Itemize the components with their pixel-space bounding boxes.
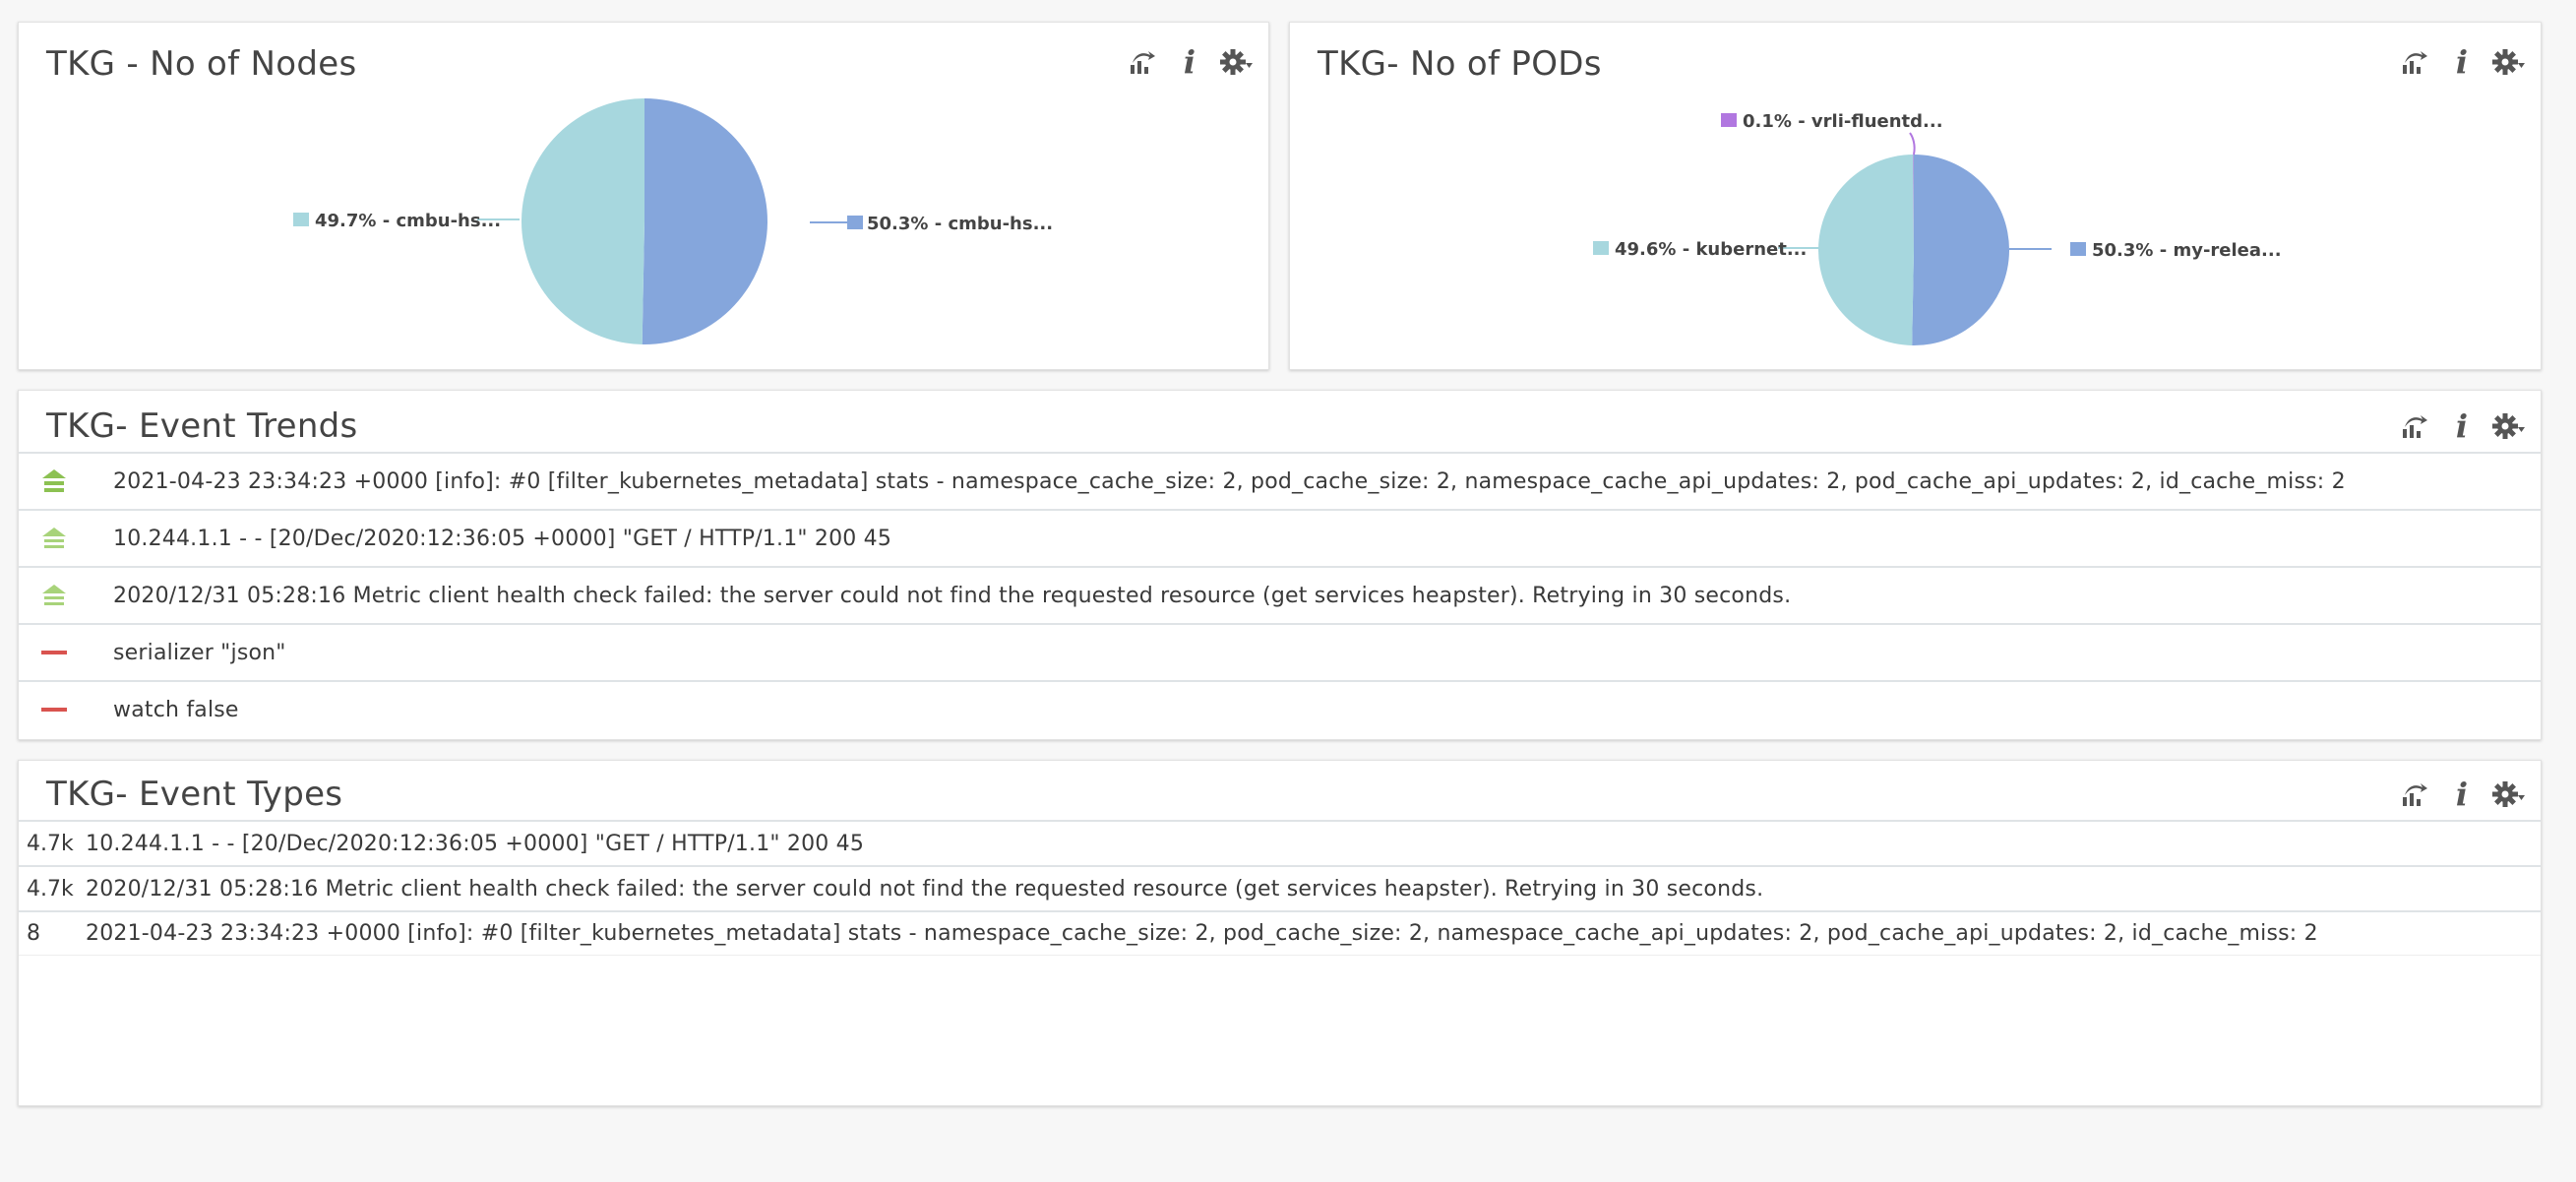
pie-slices xyxy=(1818,155,2010,346)
list-item[interactable]: watch false xyxy=(19,680,2541,737)
export-chart-icon[interactable] xyxy=(1125,44,1160,80)
pie-slices xyxy=(521,98,768,344)
slice-label: 49.6% - kubernet... xyxy=(1615,239,1807,260)
slice-label: 0.1% - vrli-fluentd... xyxy=(1743,111,1943,132)
info-icon[interactable]: i xyxy=(2455,776,2469,813)
event-text: 10.244.1.1 - - [20/Dec/2020:12:36:05 +00… xyxy=(86,831,865,856)
trend-flat-icon xyxy=(38,697,70,722)
event-text: watch false xyxy=(113,697,239,722)
event-count: 4.7k xyxy=(27,876,74,902)
nodes-pie-chart: 50.3% - cmbu-hs... 49.7% - cmbu-hs... xyxy=(293,98,1053,344)
event-count: 8 xyxy=(27,921,40,946)
pie-slice[interactable] xyxy=(1818,155,1914,345)
panel-title: TKG- No of PODs xyxy=(1318,44,1602,84)
slice-label: 49.7% - cmbu-hs... xyxy=(315,211,501,231)
panel-no-of-nodes: TKG - No of Nodes i 50.3% - cmbu-hs... 4… xyxy=(18,22,1269,370)
panel-title: TKG- Event Trends xyxy=(46,406,358,446)
info-icon[interactable]: i xyxy=(2455,43,2469,81)
panel-toolbar: i xyxy=(2397,408,2527,444)
list-item[interactable]: serializer "json" xyxy=(19,623,2541,680)
event-text: 2020/12/31 05:28:16 Metric client health… xyxy=(113,583,1792,608)
panel-title: TKG- Event Types xyxy=(46,775,343,814)
trend-flat-icon xyxy=(38,640,70,665)
pie-slice[interactable] xyxy=(642,98,768,344)
event-text: 2021-04-23 23:34:23 +0000 [info]: #0 [fi… xyxy=(113,468,2346,494)
list-item[interactable]: 2020/12/31 05:28:16 Metric client health… xyxy=(19,566,2541,623)
pods-pie-chart: 50.3% - my-relea... 49.6% - kubernet... … xyxy=(1593,111,2282,346)
info-icon[interactable]: i xyxy=(1183,43,1196,81)
trend-up-icon xyxy=(38,526,70,551)
legend-swatch xyxy=(1721,113,1737,127)
slice-label: 50.3% - my-relea... xyxy=(2092,240,2282,261)
leader-line xyxy=(1909,132,1916,156)
panel-event-trends: TKG- Event Trends i 2021-04-23 23:34:23 … xyxy=(18,390,2542,740)
trend-up-icon xyxy=(38,583,70,608)
list-item[interactable]: 2021-04-23 23:34:23 +0000 [info]: #0 [fi… xyxy=(19,452,2541,509)
event-text: 2020/12/31 05:28:16 Metric client health… xyxy=(86,876,1764,902)
panel-title: TKG - No of Nodes xyxy=(46,44,357,84)
panel-toolbar: i xyxy=(2397,777,2527,812)
event-count: 4.7k xyxy=(27,831,74,856)
settings-gear-icon[interactable] xyxy=(2491,408,2527,444)
legend-swatch xyxy=(2070,242,2086,256)
list-item[interactable]: 8 2021-04-23 23:34:23 +0000 [info]: #0 [… xyxy=(19,910,2541,956)
export-chart-icon[interactable] xyxy=(2397,408,2432,444)
legend-swatch xyxy=(1593,241,1609,255)
legend-swatch xyxy=(847,216,863,229)
slice-label: 50.3% - cmbu-hs... xyxy=(867,214,1053,234)
trend-up-strong-icon xyxy=(38,468,70,494)
list-item[interactable]: 10.244.1.1 - - [20/Dec/2020:12:36:05 +00… xyxy=(19,509,2541,566)
pie-slice[interactable] xyxy=(1912,155,2010,346)
event-text: 2021-04-23 23:34:23 +0000 [info]: #0 [fi… xyxy=(86,921,2318,946)
event-trends-list: 2021-04-23 23:34:23 +0000 [info]: #0 [fi… xyxy=(19,452,2541,737)
list-item[interactable]: 4.7k 10.244.1.1 - - [20/Dec/2020:12:36:0… xyxy=(19,820,2541,865)
legend-swatch xyxy=(293,213,309,226)
event-text: 10.244.1.1 - - [20/Dec/2020:12:36:05 +00… xyxy=(113,526,892,551)
info-icon[interactable]: i xyxy=(2455,407,2469,445)
export-chart-icon[interactable] xyxy=(2397,44,2432,80)
export-chart-icon[interactable] xyxy=(2397,777,2432,812)
panel-event-types: TKG- Event Types i 4.7k 10.244.1.1 - - [… xyxy=(18,760,2542,1106)
event-text: serializer "json" xyxy=(113,640,286,665)
pie-slice[interactable] xyxy=(1913,155,1914,250)
settings-gear-icon[interactable] xyxy=(2491,777,2527,812)
panel-no-of-pods: TKG- No of PODs i 50.3% - my-relea... 49… xyxy=(1289,22,2542,370)
settings-gear-icon[interactable] xyxy=(2491,44,2527,80)
event-types-list: 4.7k 10.244.1.1 - - [20/Dec/2020:12:36:0… xyxy=(19,820,2541,956)
pie-slice[interactable] xyxy=(521,98,644,344)
panel-toolbar: i xyxy=(1125,44,1255,80)
list-item[interactable]: 4.7k 2020/12/31 05:28:16 Metric client h… xyxy=(19,865,2541,910)
panel-toolbar: i xyxy=(2397,44,2527,80)
settings-gear-icon[interactable] xyxy=(1219,44,1255,80)
